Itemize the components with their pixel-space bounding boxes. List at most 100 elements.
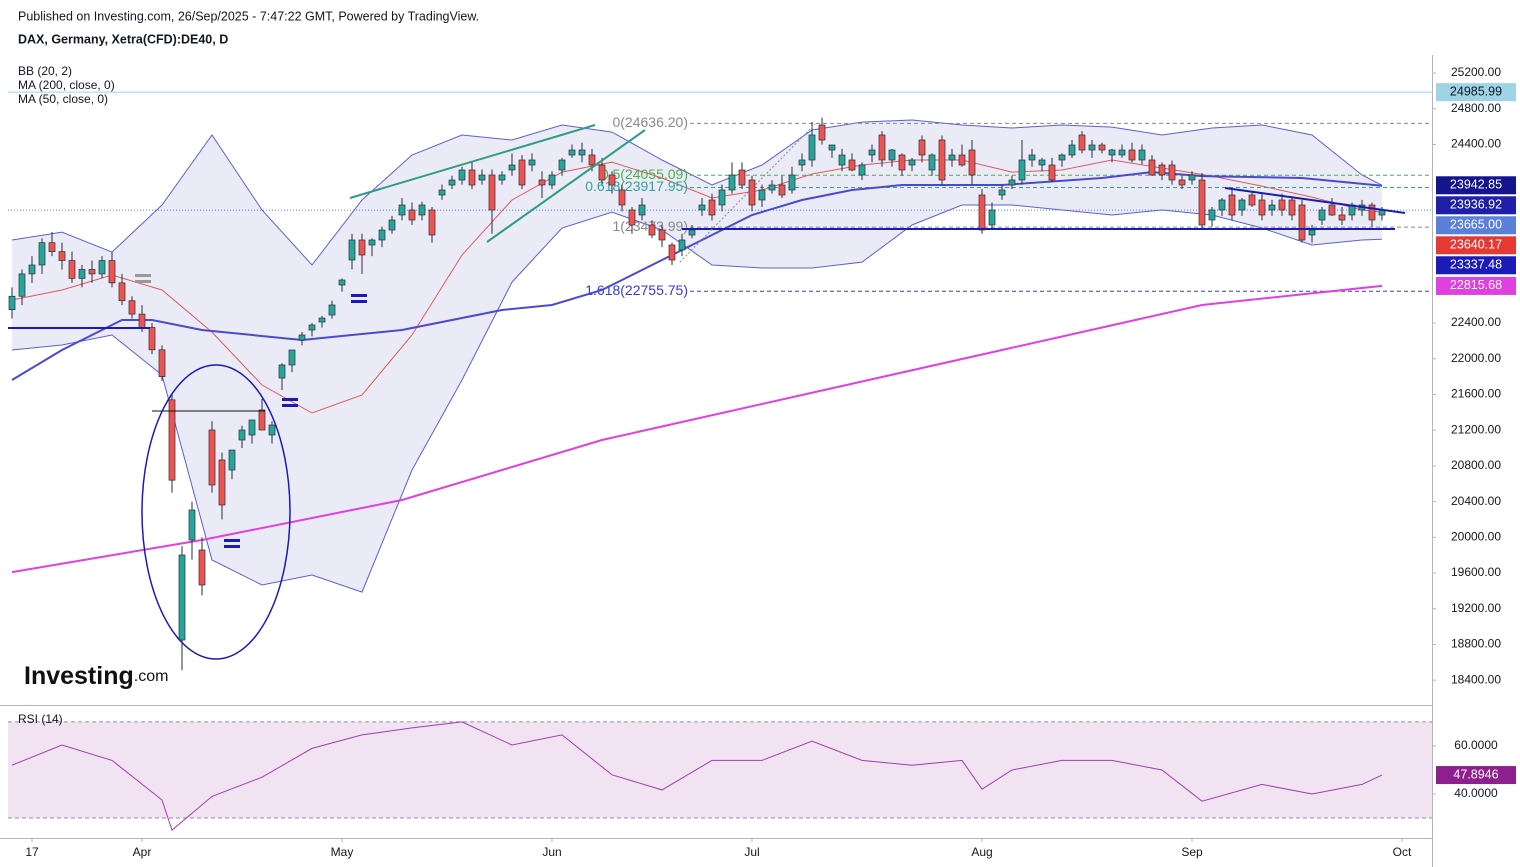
candle-body — [1328, 204, 1336, 216]
fib-label: 0.5(24055.09) — [601, 166, 688, 182]
x-tick-label: Aug — [971, 845, 992, 859]
candle-body — [668, 244, 676, 261]
price-label: 23936.92 — [1450, 198, 1502, 212]
candle-body — [588, 154, 596, 166]
candle-body — [638, 204, 646, 216]
candle-body — [208, 429, 216, 486]
x-tick-label: May — [331, 845, 354, 859]
legend-entry: MA (50, close, 0) — [18, 92, 108, 106]
bb-lower — [11, 204, 1383, 593]
equal-mark — [224, 539, 240, 542]
candle-body — [1308, 229, 1316, 236]
candle-body — [998, 189, 1006, 196]
price-label: 23640.17 — [1450, 238, 1502, 252]
bb-fill — [12, 120, 1382, 593]
candle-body — [848, 159, 856, 171]
candle-body — [348, 239, 356, 261]
rsi-line — [11, 721, 1383, 831]
y-tick-label: 21600.00 — [1451, 387, 1501, 401]
candle-body — [48, 242, 56, 252]
x-tick-label: Apr — [133, 845, 152, 859]
y-tick-label: 20000.00 — [1451, 529, 1501, 543]
equal-mark — [135, 274, 151, 277]
candle-body — [1138, 149, 1146, 161]
candle-body — [678, 239, 686, 251]
candle-body — [1188, 174, 1196, 181]
rsi-pane — [8, 721, 1432, 831]
drawings — [8, 123, 1406, 660]
x-tick-label: Sep — [1181, 845, 1203, 859]
equal-mark — [282, 404, 298, 407]
candle-body — [1148, 159, 1156, 176]
candle-body — [468, 169, 476, 186]
candle-body — [698, 204, 706, 211]
logo-suffix: .com — [134, 668, 169, 685]
equal-marks — [135, 274, 151, 283]
candle-body — [58, 251, 66, 261]
candle-body — [228, 449, 236, 471]
y-tick-label: 24800.00 — [1451, 101, 1501, 115]
candle-body — [98, 260, 106, 275]
fib-connector — [679, 123, 816, 263]
candle-body — [888, 149, 896, 161]
y-tick-label: 20800.00 — [1451, 458, 1501, 472]
axes: 25200.00 24800.00 24400.00 22400.00 22000.00… — [0, 55, 1516, 867]
candle-body — [948, 154, 956, 161]
logo-name: Investing — [24, 662, 134, 690]
candle-body — [458, 169, 466, 181]
candle-body — [118, 282, 126, 302]
candle-body — [708, 199, 716, 216]
candle-body — [88, 269, 96, 275]
equal-mark — [135, 280, 151, 283]
x-tick-label: Oct — [1393, 845, 1412, 859]
y-tick-label: 25200.00 — [1451, 65, 1501, 79]
x-tick-label: Jun — [542, 845, 561, 859]
candle-body — [1158, 164, 1166, 176]
bb-upper — [11, 119, 1383, 266]
candle-body — [238, 429, 246, 441]
candle-body — [968, 149, 976, 176]
candle-body — [278, 364, 286, 379]
highlight-ellipse — [141, 364, 291, 660]
candle-body — [1208, 209, 1216, 221]
candle-body — [688, 229, 696, 236]
candle-body — [1298, 204, 1306, 241]
candle-body — [908, 159, 916, 166]
fib-label: 0.618(23917.95) — [585, 178, 688, 194]
candle-body — [358, 239, 366, 256]
candle-body — [608, 174, 616, 186]
price-label-bg — [1436, 256, 1516, 275]
ma-line — [11, 284, 1383, 574]
candle-body — [808, 134, 816, 161]
candle-body — [128, 300, 136, 315]
candle-body — [738, 169, 746, 186]
candle-body — [1018, 159, 1026, 181]
symbol-title: DAX, Germany, Xetra(CFD):DE40, D — [18, 32, 228, 46]
candle-body — [868, 149, 876, 156]
candle-body — [1218, 199, 1226, 211]
candle-body — [1098, 144, 1106, 151]
candle-body — [508, 164, 516, 171]
y-tick-label: 19600.00 — [1451, 565, 1501, 579]
price-label: 24985.99 — [1450, 84, 1502, 98]
candle-body — [1278, 199, 1286, 211]
candle-body — [488, 174, 496, 211]
legend-entry: BB (20, 2) — [18, 64, 72, 78]
y-tick-label: 40.0000 — [1454, 786, 1498, 800]
candle-body — [538, 179, 546, 186]
candle-body — [218, 459, 226, 506]
candle-body — [428, 209, 436, 236]
candle-body — [288, 349, 296, 366]
candle-body — [398, 204, 406, 216]
candle-body — [1368, 204, 1376, 221]
x-tick-label: Jul — [744, 845, 759, 859]
candle-body — [408, 209, 416, 221]
candle-body — [1238, 199, 1246, 211]
trend-line — [1224, 187, 1406, 214]
price-label-bg — [1436, 236, 1516, 255]
candle-body — [928, 154, 936, 171]
candle-body — [518, 159, 526, 186]
price-label: 23942.85 — [1450, 178, 1502, 192]
candle-body — [308, 324, 316, 331]
candle-body — [788, 174, 796, 191]
